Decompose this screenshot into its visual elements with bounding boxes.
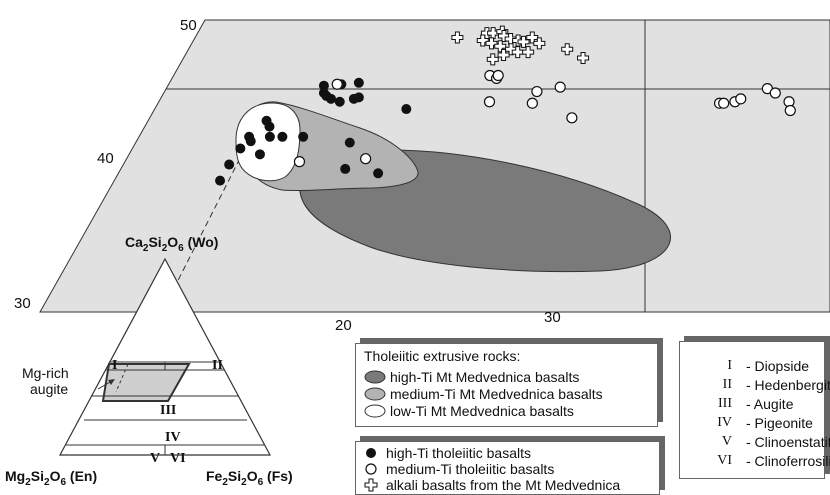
alkali-basalts-from-the-mt-medvednica-point-12 xyxy=(533,37,546,50)
legend-pyroxene-fields: I - Diopside II - Hedenbergite III - Aug… xyxy=(679,341,830,479)
medium-ti-tholeiitic-basalts-point-8 xyxy=(566,112,578,124)
high-ti-tholeiitic-basalts-point-0 xyxy=(318,80,329,91)
apex-label-wo: Ca2Si2O6 (Wo) xyxy=(125,234,218,254)
medium-ti-tholeiitic-basalts-point-16 xyxy=(784,104,796,117)
field-name-augite: - Augite xyxy=(746,396,794,412)
high-ti-tholeiitic-basalts-point-3 xyxy=(326,93,336,104)
wo-tick-40: 40 xyxy=(97,150,114,167)
field-name-pigeonite: - Pigeonite xyxy=(746,415,813,431)
wo-tick-50: 50 xyxy=(180,17,197,34)
roman-III: III xyxy=(718,396,732,411)
high-ti-tholeiitic-basalts-point-4 xyxy=(334,96,345,107)
alkali-basalts-from-the-mt-medvednica-point-15 xyxy=(522,46,535,59)
high-ti-tholeiitic-basalts-point-11 xyxy=(264,121,275,132)
fs-tick-30: 30 xyxy=(544,309,561,326)
inset-extension-line xyxy=(161,104,268,312)
field-name-clinoenstatite: - Clinoenstatite xyxy=(746,434,830,450)
medium-ti-tholeiitic-basalts-point-3 xyxy=(492,69,504,82)
open-circle-icon xyxy=(365,463,377,475)
high-ti-tholeiitic-basalts-point-8 xyxy=(353,92,364,103)
mg-rich-augite-label-2: augite xyxy=(30,381,68,397)
legend-symbols: high-Ti tholeiitic basalts medium-Ti tho… xyxy=(355,441,660,495)
legend-rock-title: Tholeiitic extrusive rocks: xyxy=(364,348,521,364)
alkali-basalts-from-the-mt-medvednica-point-18 xyxy=(561,43,574,56)
low-ti-field xyxy=(235,102,301,182)
alkali-basalts-from-the-mt-medvednica-point-19 xyxy=(577,51,590,64)
filled-circle-icon xyxy=(366,448,376,458)
fs-tick-20: 20 xyxy=(335,317,352,334)
alkali-basalts-from-the-mt-medvednica-point-0 xyxy=(451,31,464,44)
high-ti-tholeiitic-basalts-point-21 xyxy=(340,163,351,174)
legend-label: medium-Ti Mt Medvednica basalts xyxy=(390,386,603,402)
medium-ti-tholeiitic-basalts-point-18 xyxy=(360,153,372,165)
field-name-hedenbergite: - Hedenbergite xyxy=(746,377,830,393)
alkali-basalts-from-the-mt-medvednica-point-7 xyxy=(476,34,489,47)
alkali-basalts-from-the-mt-medvednica-point-8 xyxy=(485,37,498,50)
legend-label: low-Ti Mt Medvednica basalts xyxy=(390,403,574,419)
medium-ti-swatch xyxy=(364,387,386,401)
legend-label: medium-Ti tholeiitic basalts xyxy=(386,461,555,477)
high-ti-tholeiitic-basalts-point-22 xyxy=(373,168,384,179)
medium-ti-tholeiitic-basalts-point-14 xyxy=(769,87,781,99)
field-name-diopside: - Diopside xyxy=(746,358,810,374)
high-ti-tholeiitic-basalts-point-15 xyxy=(235,143,246,154)
high-ti-tholeiitic-basalts-point-16 xyxy=(264,131,275,142)
corner-label-en: Mg2Si2O6 (En) xyxy=(5,468,97,488)
roman-V: V xyxy=(721,434,732,449)
mg-rich-augite-label: Mg-rich xyxy=(22,365,69,381)
alkali-basalts-from-the-mt-medvednica-point-4 xyxy=(497,30,510,43)
alkali-basalts-from-the-mt-medvednica-point-17 xyxy=(486,53,499,66)
field-label-IV: IV xyxy=(165,430,181,445)
field-label-V: V xyxy=(150,451,160,466)
high-ti-tholeiitic-basalts-point-18 xyxy=(344,137,355,148)
medium-ti-tholeiitic-basalts-point-17 xyxy=(293,156,306,168)
roman-IV: IV xyxy=(717,415,732,430)
high-ti-tholeiitic-basalts-point-12 xyxy=(277,131,288,142)
alkali-basalts-from-the-mt-medvednica-point-16 xyxy=(497,49,510,62)
field-label-I: I xyxy=(112,358,117,373)
medium-ti-tholeiitic-basalts-point-4 xyxy=(531,85,543,98)
roman-II: II xyxy=(722,377,732,392)
medium-ti-tholeiitic-basalts-point-7 xyxy=(526,97,538,109)
high-ti-tholeiitic-basalts-point-9 xyxy=(401,104,412,115)
high-ti-tholeiitic-basalts-point-17 xyxy=(298,131,309,142)
field-name-clinoferrosilite: - Clinoferrosilite xyxy=(746,453,830,469)
field-label-VI: VI xyxy=(170,451,186,466)
alkali-basalts-from-the-mt-medvednica-point-14 xyxy=(511,46,524,59)
roman-VI: VI xyxy=(717,453,732,468)
low-ti-swatch xyxy=(364,404,386,418)
medium-ti-tholeiitic-basalts-point-0 xyxy=(331,78,343,90)
ternary-inset: I II III IV V VI Mg-rich augite Ca2Si2O6… xyxy=(5,234,293,488)
high-ti-swatch xyxy=(364,370,386,384)
corner-label-fs: Fe2Si2O6 (Fs) xyxy=(206,468,293,488)
high-ti-tholeiitic-basalts-point-14 xyxy=(245,136,256,147)
legend-label: alkali basalts from the Mt Medvednica xyxy=(386,477,621,493)
main-plot: 50 40 30 20 30 xyxy=(14,17,830,334)
inset-dash xyxy=(115,363,129,393)
high-ti-tholeiitic-basalts-point-19 xyxy=(254,149,265,160)
high-ti-tholeiitic-basalts-point-23 xyxy=(215,175,226,186)
medium-ti-tholeiitic-basalts-point-6 xyxy=(483,96,496,108)
high-ti-tholeiitic-basalts-point-6 xyxy=(353,77,364,88)
medium-ti-tholeiitic-basalts-point-10 xyxy=(718,97,730,109)
legend-rock-fields: Tholeiitic extrusive rocks: high-Ti Mt M… xyxy=(355,343,658,427)
high-ti-tholeiitic-basalts-point-20 xyxy=(224,159,235,170)
data-markers xyxy=(215,25,796,186)
alkali-basalts-from-the-mt-medvednica-point-2 xyxy=(487,27,500,40)
legend-label: high-Ti tholeiitic basalts xyxy=(386,445,531,461)
alkali-basalts-from-the-mt-medvednica-point-10 xyxy=(517,35,530,48)
legend-label: high-Ti Mt Medvednica basalts xyxy=(390,369,580,385)
quadrilateral-region xyxy=(101,363,191,402)
wo-tick-30: 30 xyxy=(14,295,31,312)
roman-I: I xyxy=(727,358,732,373)
field-label-II: II xyxy=(212,358,223,373)
arrow-head xyxy=(108,379,115,385)
medium-ti-tholeiitic-basalts-point-12 xyxy=(735,93,747,105)
alkali-basalts-from-the-mt-medvednica-point-13 xyxy=(505,43,518,56)
medium-ti-tholeiitic-basalts-point-5 xyxy=(554,81,566,93)
field-label-III: III xyxy=(160,403,176,418)
